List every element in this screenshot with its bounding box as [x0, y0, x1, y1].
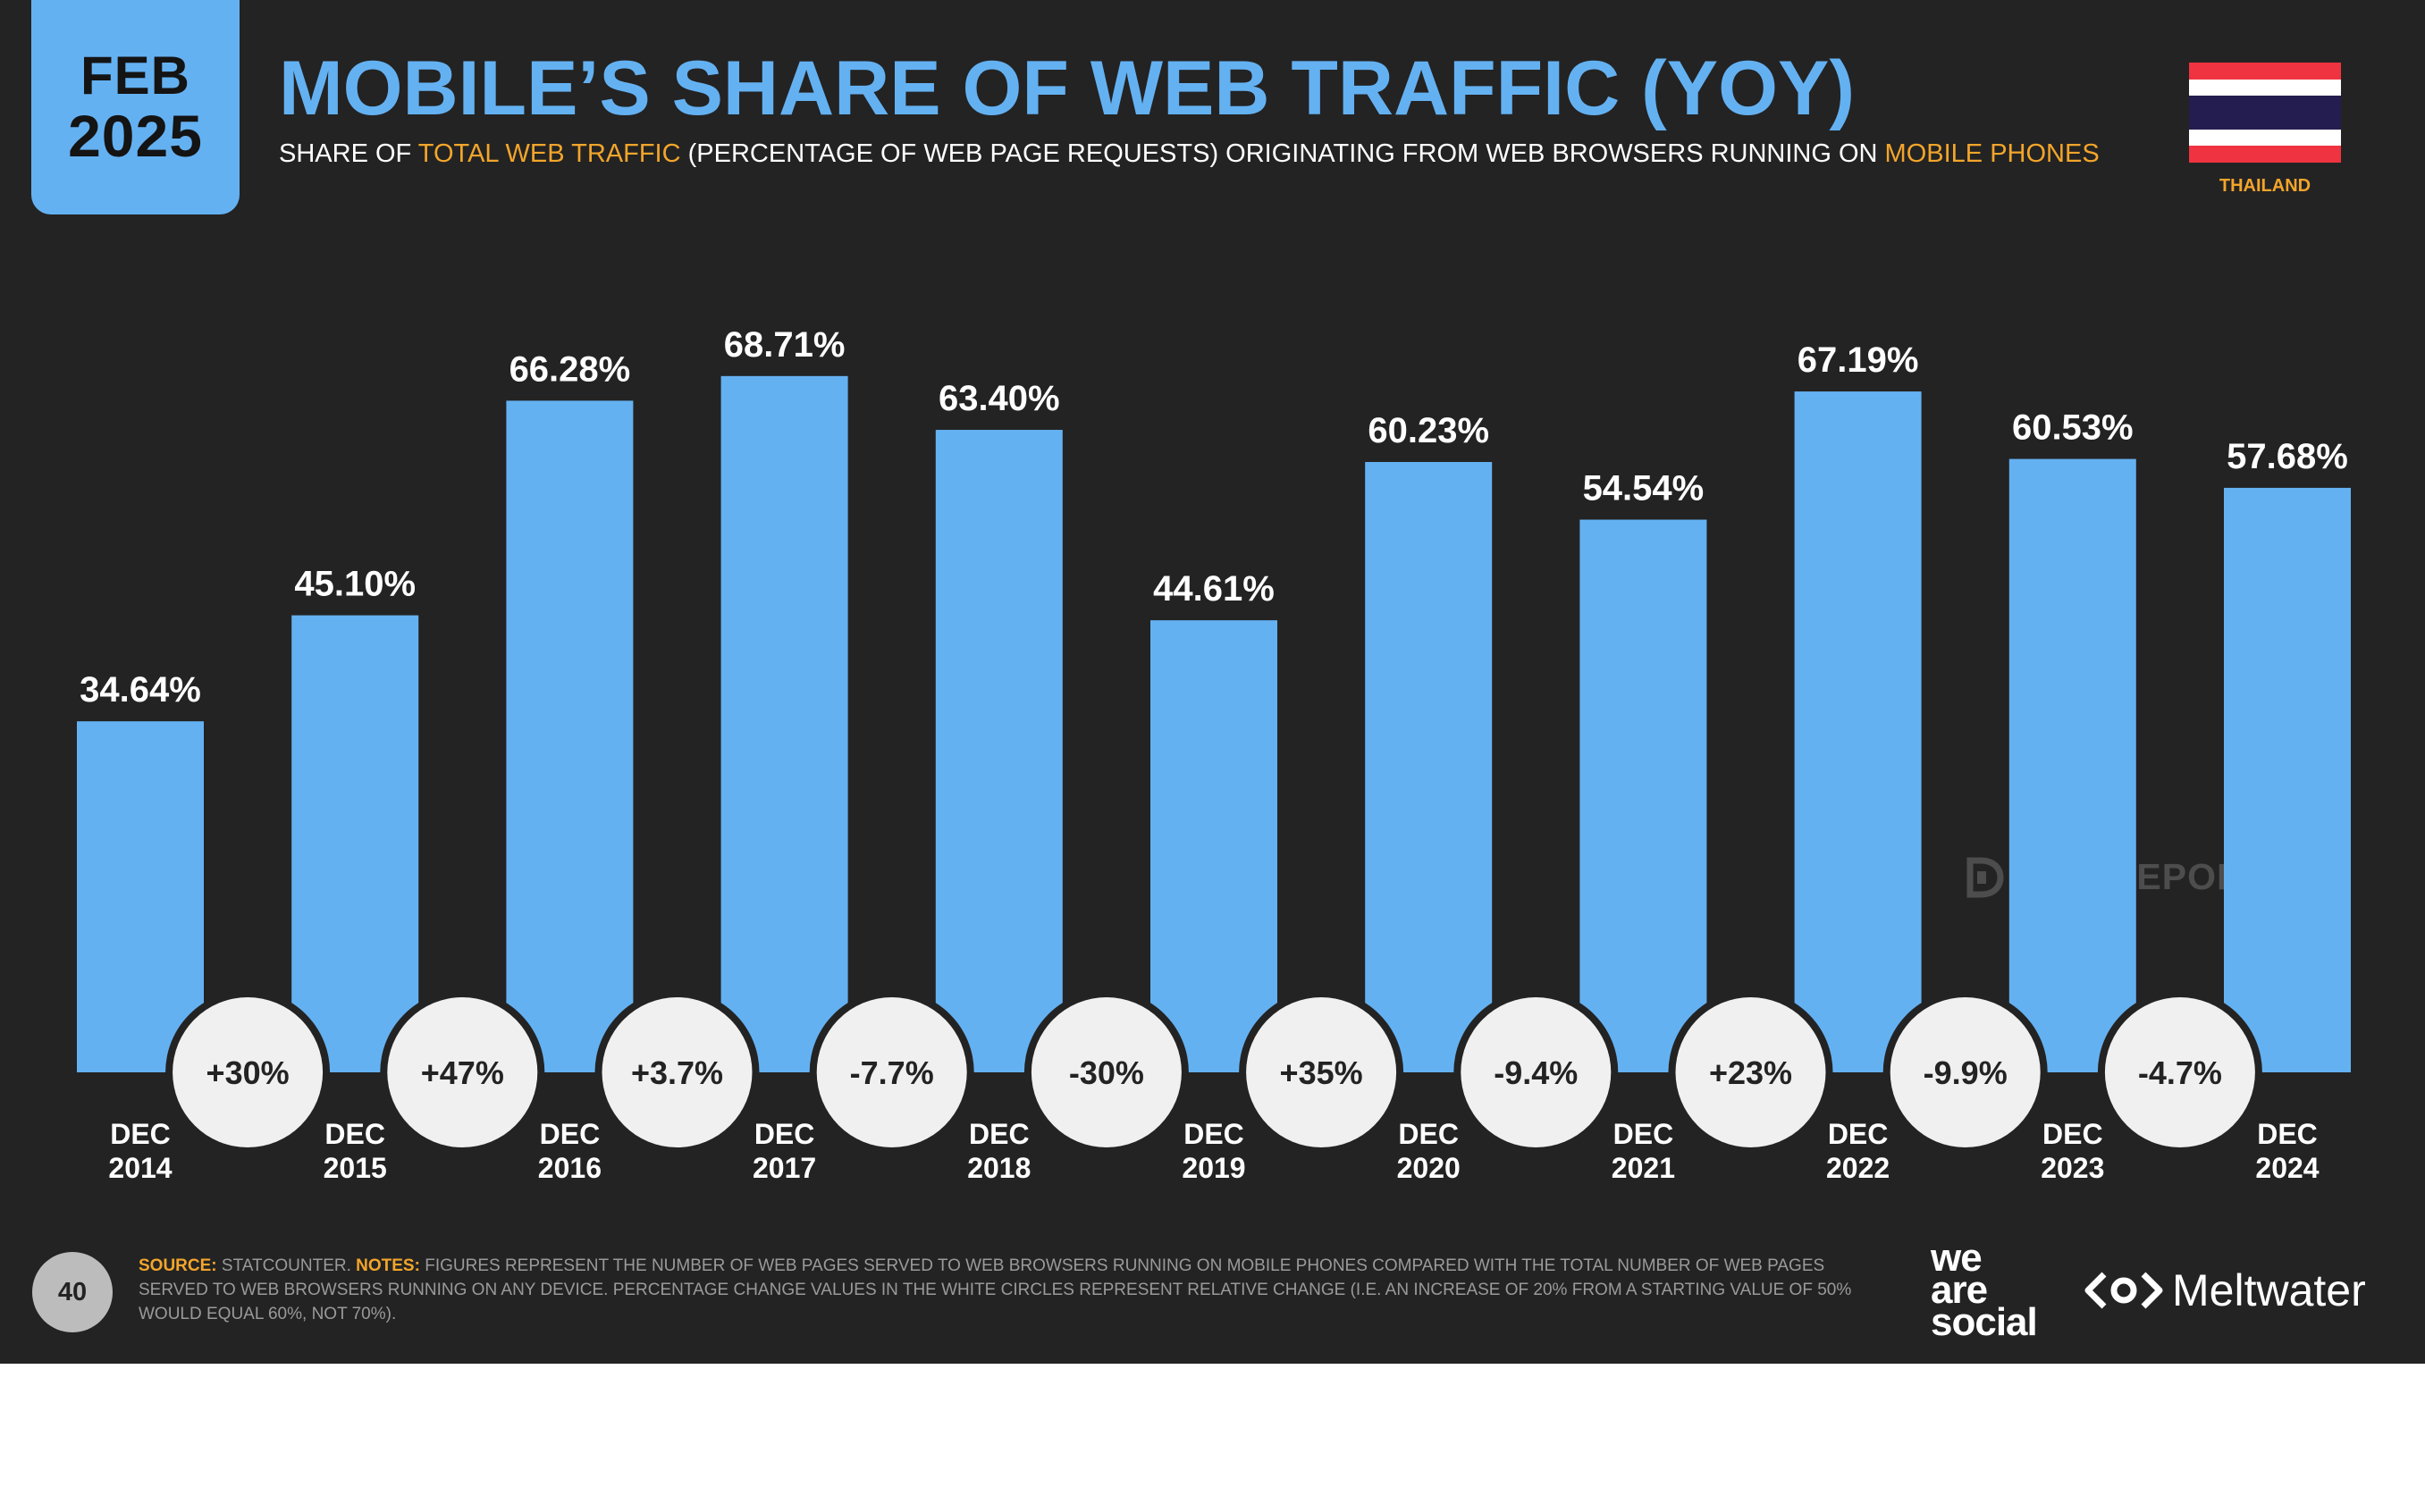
yoy-change-label: -9.4% [1494, 1054, 1578, 1091]
yoy-circle [602, 997, 753, 1147]
yoy-change-label: +3.7% [631, 1054, 723, 1091]
logo-word: social [1931, 1300, 2038, 1344]
footnote: SOURCE: STATCOUNTER. NOTES: FIGURES REPR… [139, 1254, 1882, 1326]
x-tick-label: DEC [754, 1118, 815, 1150]
data-label: 45.10% [294, 565, 416, 604]
page-title: MOBILE’S SHARE OF WEB TRAFFIC (YOY) [279, 46, 1855, 131]
yoy-change-label: +30% [206, 1054, 290, 1091]
badge-month: FEB [80, 46, 190, 105]
date-badge: FEB 2025 [31, 0, 240, 214]
data-label: 54.54% [1583, 469, 1705, 508]
data-label: 68.71% [724, 325, 846, 365]
bar [2224, 487, 2351, 1072]
subtitle-highlight: MOBILE PHONES [1884, 139, 2100, 168]
page-number: 40 [32, 1252, 113, 1332]
flag-stripe [2189, 96, 2341, 130]
yoy-circle [1890, 997, 2041, 1147]
logo-word: we [1931, 1236, 1983, 1280]
flag-stripe [2189, 146, 2341, 163]
x-tick-label: 2019 [1182, 1152, 1245, 1184]
yoy-change-label: +23% [1709, 1054, 1792, 1091]
x-tick-label: DEC [1398, 1118, 1459, 1150]
notes-label: NOTES: [356, 1256, 420, 1275]
meltwater-mark-icon [2084, 1272, 2163, 1309]
x-tick-label: DEC [110, 1118, 171, 1150]
bar [1150, 620, 1277, 1072]
x-tick-label: 2020 [1397, 1152, 1461, 1184]
x-tick-label: 2021 [1612, 1152, 1675, 1184]
x-tick-label: 2016 [538, 1152, 602, 1184]
slide: FEB 2025 MOBILE’S SHARE OF WEB TRAFFIC (… [0, 0, 2425, 1364]
x-tick-label: 2024 [2255, 1152, 2319, 1184]
bar-chart: 34.64%DEC201445.10%DEC201566.28%DEC20166… [77, 325, 2351, 1184]
bar [935, 430, 1063, 1072]
yoy-change-label: -4.7% [2138, 1054, 2222, 1091]
data-label: 44.61% [1153, 569, 1275, 609]
datareportal-logo-icon [1966, 857, 2004, 897]
yoy-circle [1461, 997, 1612, 1147]
flag-stripe [2189, 80, 2341, 96]
x-tick-label: DEC [2257, 1118, 2318, 1150]
yoy-change-label: +35% [1280, 1054, 1363, 1091]
yoy-circle [387, 997, 538, 1147]
yoy-change-label: +47% [421, 1054, 504, 1091]
source-text: STATCOUNTER. [216, 1256, 357, 1275]
logo-word: are [1931, 1268, 1988, 1312]
bar [506, 400, 634, 1073]
x-tick-label: DEC [2042, 1118, 2103, 1150]
x-tick-label: 2017 [753, 1152, 816, 1184]
yoy-circle [1675, 997, 1826, 1147]
subtitle-highlight: TOTAL WEB TRAFFIC [417, 139, 681, 168]
x-tick-label: DEC [969, 1118, 1030, 1150]
country-label: THAILAND [2219, 176, 2311, 196]
bar [1365, 461, 1493, 1072]
flag-stripe [2189, 130, 2341, 146]
x-tick-label: DEC [1183, 1118, 1244, 1150]
x-tick-label: DEC [1828, 1118, 1889, 1150]
x-tick-label: DEC [1613, 1118, 1674, 1150]
data-label: 66.28% [509, 349, 631, 389]
bar [1794, 391, 1922, 1072]
x-tick-label: 2023 [2041, 1152, 2104, 1184]
data-label: 67.19% [1798, 340, 1919, 380]
subtitle-part: (PERCENTAGE OF WEB PAGE REQUESTS) ORIGIN… [680, 139, 1885, 168]
yoy-circle [1246, 997, 1397, 1147]
we-are-social-logo: we are social [1931, 1236, 2038, 1344]
thailand-flag-icon [2189, 63, 2341, 163]
bar [77, 721, 204, 1072]
yoy-change-label: -9.9% [1924, 1054, 2008, 1091]
x-tick-label: 2018 [967, 1152, 1031, 1184]
x-tick-label: 2015 [324, 1152, 387, 1184]
bar [1579, 519, 1707, 1072]
bar [720, 375, 848, 1072]
bar [291, 615, 419, 1072]
notes-text: FIGURES REPRESENT THE NUMBER OF WEB PAGE… [139, 1256, 1852, 1323]
bar [2008, 458, 2136, 1072]
yoy-circle [816, 997, 967, 1147]
data-label: 60.23% [1368, 411, 1489, 450]
meltwater-wordmark: Meltwater [2172, 1265, 2366, 1315]
subtitle-part: SHARE OF [279, 139, 418, 168]
badge-year: 2025 [68, 103, 203, 169]
data-label: 57.68% [2227, 437, 2348, 476]
data-label: 63.40% [939, 379, 1060, 418]
yoy-change-label: -7.7% [850, 1054, 934, 1091]
source-label: SOURCE: [139, 1256, 217, 1275]
x-tick-label: DEC [324, 1118, 385, 1150]
yoy-circle [2104, 997, 2255, 1147]
meltwater-logo: Meltwater [2083, 1264, 2366, 1316]
yoy-change-label: -30% [1069, 1054, 1144, 1091]
data-label: 60.53% [2012, 408, 2134, 448]
flag-stripe [2189, 63, 2341, 80]
page-subtitle: SHARE OF TOTAL WEB TRAFFIC (PERCENTAGE O… [279, 139, 2100, 169]
yoy-circle [173, 997, 324, 1147]
data-label: 34.64% [80, 670, 201, 710]
x-tick-label: 2014 [108, 1152, 172, 1184]
yoy-circle [1031, 997, 1182, 1147]
x-tick-label: 2022 [1826, 1152, 1890, 1184]
x-tick-label: DEC [540, 1118, 601, 1150]
